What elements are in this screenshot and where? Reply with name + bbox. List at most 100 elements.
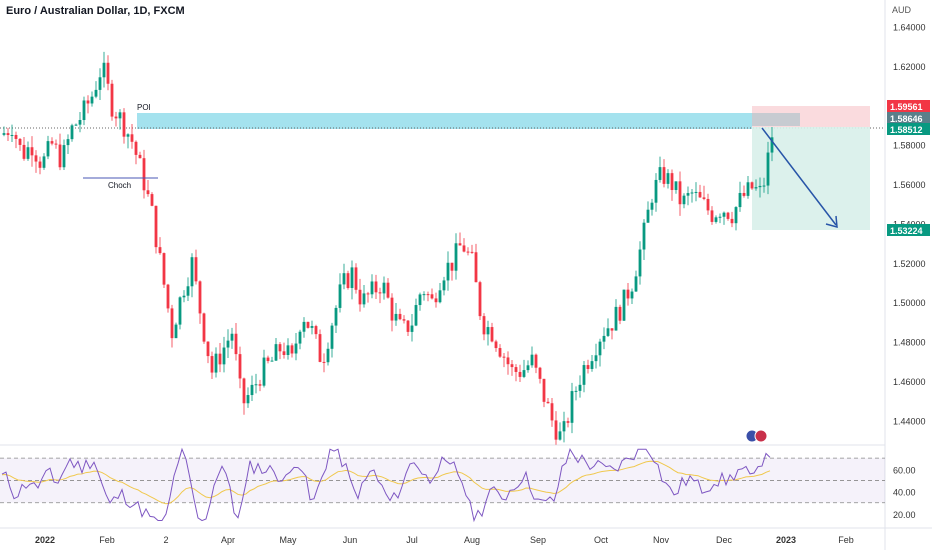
candle-body xyxy=(434,298,438,303)
candle-body xyxy=(34,155,38,162)
price-tag-stop-bg xyxy=(887,100,930,112)
price-axis-label: 1.62000 xyxy=(893,62,926,72)
price-tag-entry-high-bg xyxy=(887,112,930,124)
candle-body xyxy=(534,354,538,368)
time-axis-label: Sep xyxy=(530,535,546,545)
price-axis-label: 1.44000 xyxy=(893,416,926,426)
candle-body xyxy=(498,348,502,357)
candle-body xyxy=(54,143,58,145)
price-axis-unit: AUD xyxy=(892,5,912,15)
candle-body xyxy=(366,293,370,295)
candle-body xyxy=(58,144,62,168)
candle-body xyxy=(482,316,486,335)
candle-body xyxy=(230,333,234,341)
candle-body xyxy=(14,134,18,139)
candle-body xyxy=(358,289,362,305)
projection-arrow xyxy=(761,127,837,226)
candle-body xyxy=(46,141,50,157)
candle-body xyxy=(730,218,734,224)
candle-body xyxy=(74,124,78,126)
candle-body xyxy=(738,192,742,208)
rsi-axis-label: 40.00 xyxy=(893,488,916,498)
price-axis-label: 1.64000 xyxy=(893,23,926,33)
candle-body xyxy=(174,324,178,339)
candle-body xyxy=(182,295,186,298)
candle-body xyxy=(742,192,746,196)
candle-body xyxy=(530,354,534,366)
price-axis-label: 1.52000 xyxy=(893,259,926,269)
price-tag-target-bg xyxy=(887,224,930,236)
time-axis-label: Jul xyxy=(406,535,418,545)
candle-body xyxy=(770,137,774,153)
candle-body xyxy=(126,134,130,137)
candle-body xyxy=(578,384,582,391)
flag-icon[interactable] xyxy=(754,429,768,443)
candle-body xyxy=(302,321,306,332)
candle-body xyxy=(422,294,426,296)
candle-body xyxy=(294,343,298,354)
candle-body xyxy=(450,262,454,271)
price-tag-target: 1.53224 xyxy=(890,226,923,236)
candle-body xyxy=(562,421,566,432)
candle-body xyxy=(114,116,118,119)
time-axis-label: 2 xyxy=(163,535,168,545)
candle-body xyxy=(146,190,150,195)
candle-body xyxy=(590,361,594,369)
candle-body xyxy=(378,292,382,294)
candle-body xyxy=(474,252,478,283)
candle-body xyxy=(682,195,686,205)
time-axis-label: Jun xyxy=(343,535,358,545)
candle-body xyxy=(338,284,342,308)
candle-body xyxy=(762,185,766,187)
candle-body xyxy=(494,341,498,349)
candle-body xyxy=(282,351,286,356)
candles xyxy=(2,51,774,445)
candle-body xyxy=(246,395,250,404)
candle-body xyxy=(406,320,410,332)
candle-body xyxy=(602,335,606,342)
candle-body xyxy=(454,243,458,271)
candle-body xyxy=(2,133,6,135)
time-axis-label: Dec xyxy=(716,535,733,545)
candle-body xyxy=(490,327,494,342)
candle-body xyxy=(538,367,542,379)
price-axis-label: 1.48000 xyxy=(893,338,926,348)
time-axis-label: 2023 xyxy=(776,535,796,545)
candle-body xyxy=(706,198,710,211)
candle-body xyxy=(242,378,246,404)
candle-body xyxy=(614,306,618,331)
candle-body xyxy=(38,161,42,168)
candle-body xyxy=(166,284,170,309)
candle-body xyxy=(370,281,374,295)
candle-body xyxy=(298,331,302,344)
arrow-head xyxy=(825,215,838,229)
candle-body xyxy=(222,347,226,365)
candle-body xyxy=(418,294,422,306)
price-tag-entry-low: 1.58512 xyxy=(890,125,923,135)
candle-body xyxy=(402,319,406,321)
price-tag-entry-high: 1.58646 xyxy=(890,114,923,124)
take-profit-zone[interactable] xyxy=(752,127,870,230)
price-axis-label: 1.58000 xyxy=(893,141,926,151)
poi-zone[interactable] xyxy=(137,113,752,129)
candle-body xyxy=(486,327,490,335)
candle-body xyxy=(134,141,138,155)
candle-body xyxy=(250,384,254,396)
candle-body xyxy=(254,384,258,386)
candle-body xyxy=(574,390,578,392)
candle-body xyxy=(586,365,590,369)
candle-body xyxy=(582,365,586,385)
candle-body xyxy=(262,357,266,386)
price-tag-stop: 1.59561 xyxy=(890,102,923,112)
candle-body xyxy=(598,341,602,356)
rsi-axis-label: 60.00 xyxy=(893,465,916,475)
candle-body xyxy=(342,273,346,285)
candle-body xyxy=(686,193,690,196)
candle-body xyxy=(734,207,738,224)
candle-body xyxy=(394,313,398,321)
candle-body xyxy=(430,294,434,299)
candle-body xyxy=(522,370,526,377)
candle-body xyxy=(466,251,470,253)
candle-body xyxy=(210,356,214,373)
